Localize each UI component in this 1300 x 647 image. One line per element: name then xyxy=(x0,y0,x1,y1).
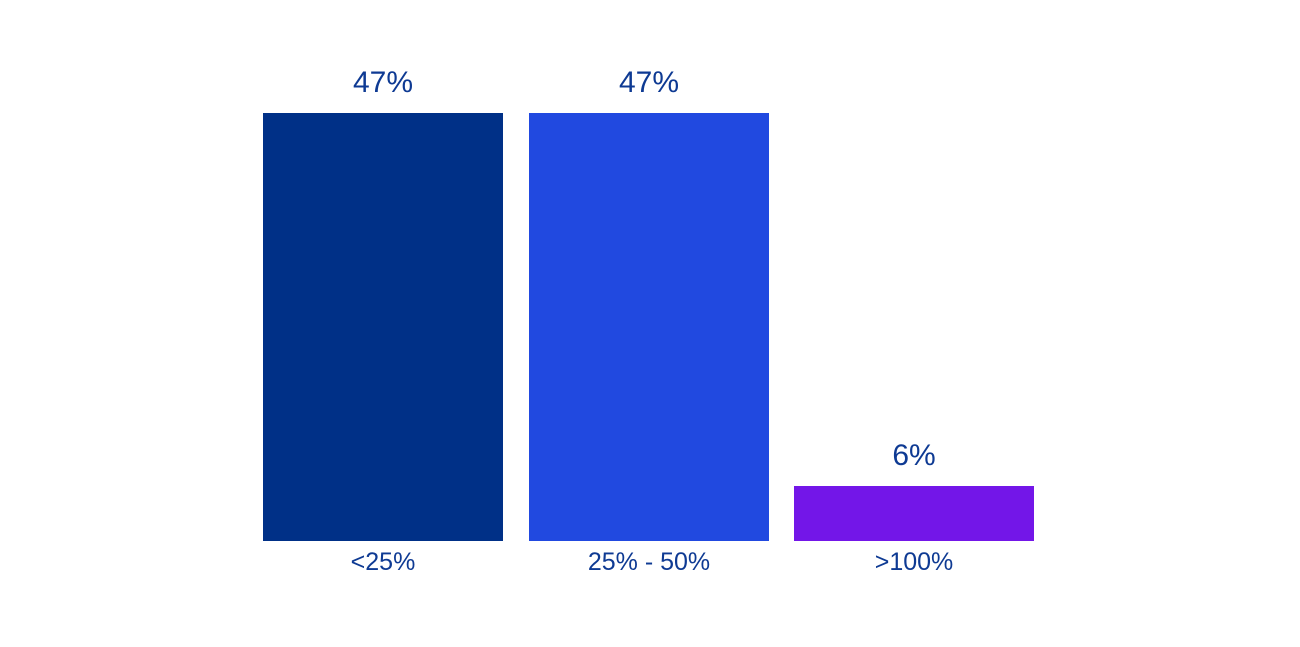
bar-25to50 xyxy=(529,113,769,541)
category-label: <25% xyxy=(350,548,416,576)
bar-group-lt25: 47% <25% xyxy=(263,0,503,647)
bar-group-25to50: 47% 25% - 50% xyxy=(529,0,769,647)
bar-gt100 xyxy=(794,486,1034,541)
data-label: 47% xyxy=(352,66,414,99)
category-label: 25% - 50% xyxy=(587,548,711,576)
category-label: >100% xyxy=(874,548,954,576)
data-label: 6% xyxy=(892,439,936,472)
bar-lt25 xyxy=(263,113,503,541)
data-label: 47% xyxy=(618,66,680,99)
bar-group-gt100: 6% >100% xyxy=(794,0,1034,647)
